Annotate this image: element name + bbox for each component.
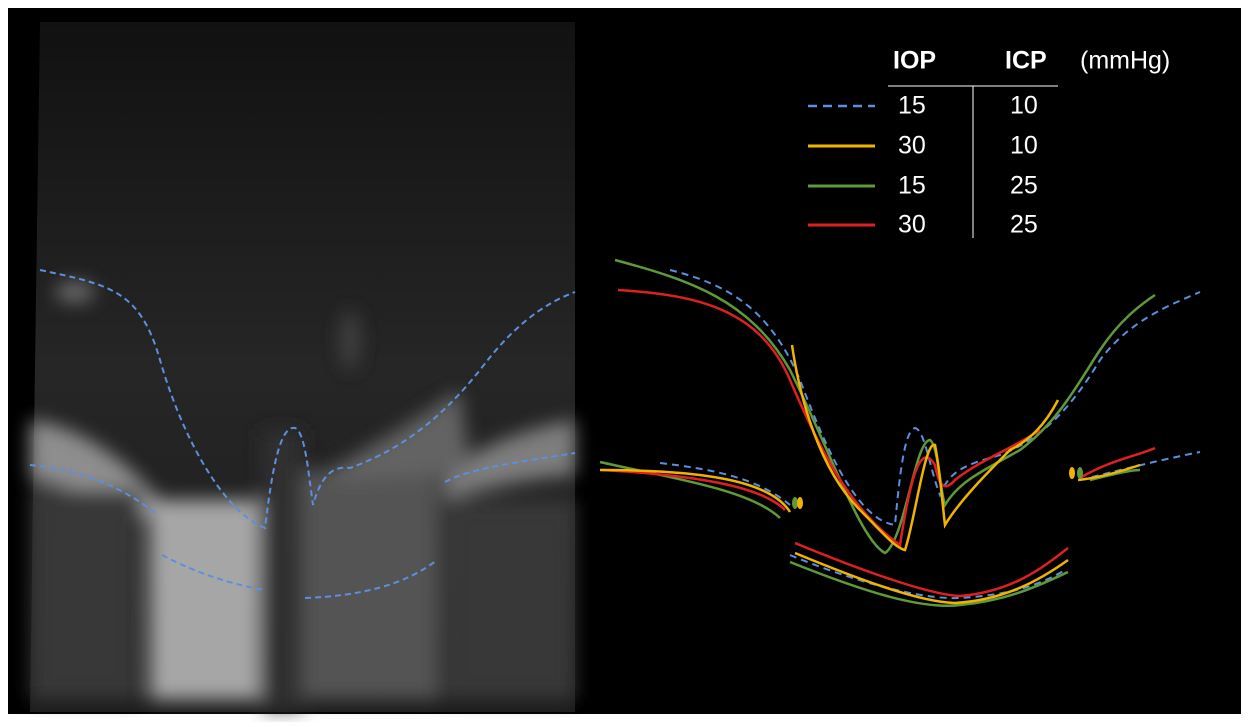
oct-image <box>30 22 575 712</box>
icp-value: 10 <box>1010 92 1038 120</box>
icp-value: 10 <box>1010 132 1038 160</box>
header-iop: IOP <box>893 47 936 75</box>
icp-value: 25 <box>1010 211 1038 239</box>
header-unit: (mmHg) <box>1080 47 1170 75</box>
figure: IOP ICP (mmHg) 15 10 30 10 15 25 30 25 <box>0 0 1249 722</box>
iop-value: 30 <box>898 211 926 239</box>
iop-value: 15 <box>898 92 926 120</box>
icp-value: 25 <box>1010 172 1038 200</box>
header-icp: ICP <box>1005 47 1047 75</box>
iop-value: 15 <box>898 172 926 200</box>
page: IOP ICP (mmHg) 1510301015253025 (() => {… <box>0 0 1249 722</box>
iop-value: 30 <box>898 132 926 160</box>
